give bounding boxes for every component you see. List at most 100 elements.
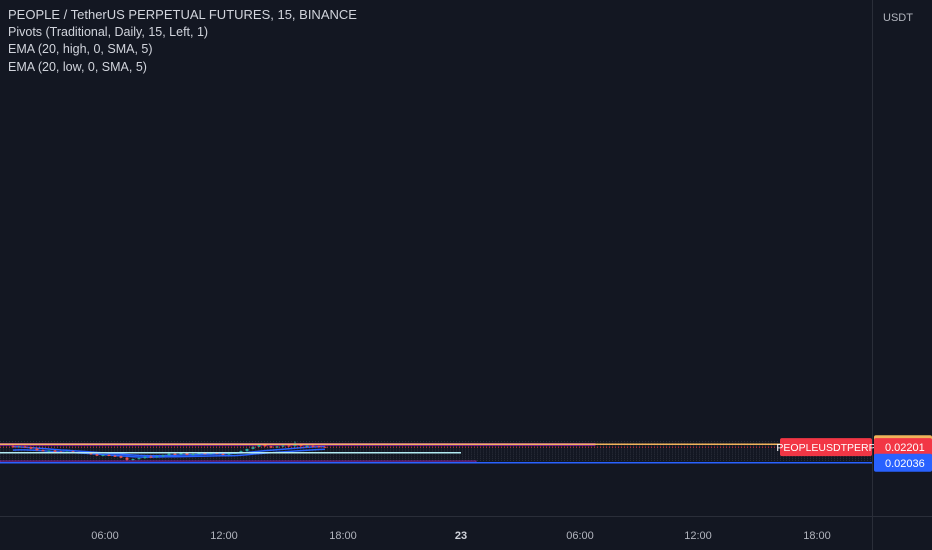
price-label-box	[874, 438, 932, 457]
price-label-text: 0.02036	[885, 458, 925, 470]
candle-body	[149, 456, 153, 458]
pivots-indicator-label[interactable]: Pivots (Traditional, Daily, 15, Left, 1)	[8, 24, 209, 39]
candle-body	[11, 446, 15, 448]
candle-body	[179, 453, 183, 455]
candle-body	[125, 457, 129, 460]
symbol-title[interactable]: PEOPLE / TetherUS PERPETUAL FUTURES, 15,…	[8, 7, 357, 22]
candle	[17, 446, 21, 448]
candle-body	[281, 445, 285, 447]
candle-body	[245, 448, 249, 451]
price-label-text: 0.02201	[885, 442, 925, 454]
candle	[299, 444, 303, 447]
price-lines-layer	[0, 443, 872, 464]
candle	[41, 449, 45, 452]
candle	[311, 445, 315, 447]
candle-body	[293, 445, 297, 447]
candle	[275, 446, 279, 449]
candle-body	[257, 444, 261, 447]
candle-body	[311, 445, 315, 447]
candle-body	[323, 446, 327, 448]
candle-body	[119, 456, 123, 458]
candle	[35, 448, 39, 451]
candle	[161, 454, 165, 457]
candle-body	[161, 455, 165, 457]
symbol-price-tag-text: PEOPLEUSDTPERP	[776, 442, 875, 454]
candle	[221, 453, 225, 455]
candle	[167, 453, 171, 456]
x-tick-label: 23	[455, 530, 467, 542]
chart-legend: PEOPLE / TetherUS PERPETUAL FUTURES, 15,…	[8, 6, 357, 76]
x-tick-label: 12:00	[210, 530, 238, 542]
candle-body	[197, 453, 201, 455]
ema-low-indicator-label[interactable]: EMA (20, low, 0, SMA, 5)	[8, 59, 147, 74]
price-label-box	[874, 453, 932, 472]
candle-body	[101, 454, 105, 456]
candle-body	[113, 455, 117, 457]
candle-body	[143, 456, 147, 459]
candle-body	[137, 458, 141, 460]
candle-body	[167, 453, 171, 456]
candle	[251, 446, 255, 450]
candle-body	[215, 453, 219, 455]
candle	[125, 457, 129, 461]
candle	[281, 445, 285, 448]
candle	[23, 445, 27, 448]
candle-body	[263, 444, 267, 447]
symbol-price-tag	[780, 438, 872, 457]
candle-body	[185, 453, 189, 455]
candle-body	[17, 446, 21, 448]
candle-body	[317, 446, 321, 448]
candle-body	[275, 446, 279, 448]
candle-body	[221, 453, 225, 455]
candle	[323, 446, 327, 448]
candle	[113, 454, 117, 457]
candle-body	[239, 451, 243, 453]
candle	[107, 454, 111, 456]
candle-body	[299, 445, 303, 447]
candle-body	[251, 446, 255, 449]
candle	[11, 445, 15, 448]
x-tick-label: 12:00	[684, 530, 712, 542]
candle-body	[227, 453, 231, 455]
candle	[191, 453, 195, 456]
candle	[131, 458, 135, 461]
grid-layer	[0, 441, 872, 461]
candle-body	[203, 453, 207, 455]
candle	[137, 457, 141, 460]
candle	[143, 456, 147, 459]
candle-body	[35, 448, 39, 451]
candle	[29, 446, 33, 450]
x-tick-label: 06:00	[91, 530, 119, 542]
candle-body	[41, 450, 45, 452]
currency-label: USDT	[883, 12, 913, 24]
x-tick-label: 18:00	[803, 530, 831, 542]
candle	[119, 455, 123, 459]
candle-body	[155, 456, 159, 458]
candle-body	[131, 459, 135, 461]
x-tick-label: 06:00	[566, 530, 594, 542]
candle	[149, 455, 153, 458]
ema-high-indicator-label[interactable]: EMA (20, high, 0, SMA, 5)	[8, 42, 153, 56]
candle-body	[29, 447, 33, 449]
candle-body	[287, 445, 291, 447]
x-tick-label: 18:00	[329, 530, 357, 542]
candle-body	[47, 450, 51, 452]
candle-body	[173, 453, 177, 455]
candles-layer	[11, 441, 327, 461]
candle-body	[269, 446, 273, 448]
candle-body	[23, 446, 27, 448]
candle	[245, 448, 249, 452]
candle-body	[95, 454, 99, 456]
candle	[269, 445, 273, 448]
candle-body	[107, 454, 111, 456]
candle	[101, 454, 105, 457]
candle	[305, 445, 309, 447]
candle-body	[191, 454, 195, 456]
candle	[95, 453, 99, 456]
candle	[47, 450, 51, 452]
candle	[317, 445, 321, 448]
candle	[155, 455, 159, 458]
candle	[53, 450, 57, 453]
